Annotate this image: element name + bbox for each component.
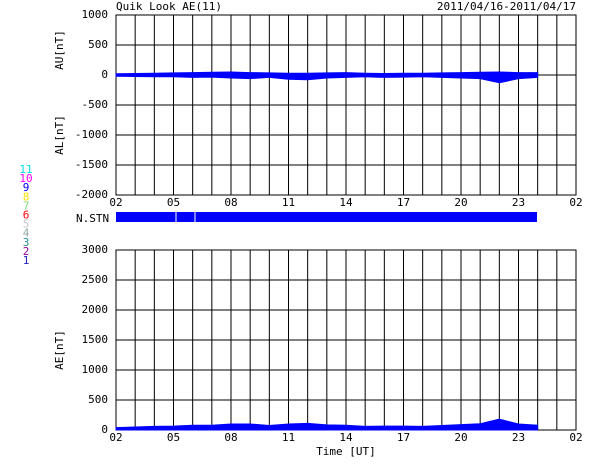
y-tick-label: 500: [88, 38, 108, 51]
x-tick-label: 02: [569, 431, 582, 444]
chart-title: Quik Look AE(11): [116, 0, 222, 13]
y-tick-label: -1500: [75, 158, 108, 171]
x-tick-label: 08: [224, 196, 237, 209]
x-tick-label: 23: [512, 196, 525, 209]
station-legend-label: 10: [19, 172, 32, 185]
x-tick-label: 02: [569, 196, 582, 209]
x-tick-label: 05: [167, 196, 180, 209]
y-tick-label: 1500: [82, 333, 109, 346]
area: [115, 71, 539, 76]
station-legend-label: 9: [23, 181, 30, 194]
x-tick-label: 08: [224, 431, 237, 444]
y-tick-label: 1000: [82, 8, 109, 21]
area: [115, 418, 539, 431]
station-legend-label: 5: [23, 218, 30, 231]
station-legend-label: 7: [23, 199, 30, 212]
x-tick-label: 11: [282, 196, 295, 209]
y-tick-label: 1000: [82, 363, 109, 376]
y-tick-label: -500: [82, 98, 109, 111]
y-tick-label: 2500: [82, 273, 109, 286]
x-tick-label: 14: [339, 196, 353, 209]
station-legend-label: 2: [23, 245, 30, 258]
y-tick-label: 3000: [82, 243, 109, 256]
y-tick-label: 0: [101, 68, 108, 81]
y-tick-label: 2000: [82, 303, 109, 316]
x-tick-label: 17: [397, 196, 410, 209]
station-legend-label: 11: [19, 163, 32, 176]
y-tick-label: -1000: [75, 128, 108, 141]
x-tick-label: 02: [109, 196, 122, 209]
x-label: Time [UT]: [316, 445, 376, 458]
y-tick-label: -2000: [75, 188, 108, 201]
date-range: 2011/04/16-2011/04/17: [437, 0, 576, 13]
x-tick-label: 11: [282, 431, 295, 444]
station-legend-label: 3: [23, 236, 30, 249]
x-tick-label: 23: [512, 431, 525, 444]
x-tick-label: 17: [397, 431, 410, 444]
y-tick-label: 500: [88, 393, 108, 406]
x-tick-label: 02: [109, 431, 122, 444]
plot-frame: [115, 14, 577, 196]
y-label: AL[nT]: [53, 115, 66, 155]
x-tick-label: 05: [167, 431, 180, 444]
x-tick-label: 20: [454, 431, 467, 444]
x-tick-label: 14: [339, 431, 353, 444]
y-tick-label: 0: [101, 423, 108, 436]
station-legend-label: 1: [23, 254, 30, 267]
y-label: AU[nT]: [53, 30, 66, 70]
station-legend-label: 6: [23, 209, 30, 222]
area: [115, 74, 539, 84]
y-label: AE[nT]: [53, 330, 66, 370]
station-legend-label: 4: [23, 227, 30, 240]
x-tick-label: 20: [454, 196, 467, 209]
station-legend-label: 8: [23, 190, 30, 203]
n-stn-label: N.STN: [76, 212, 109, 225]
n-stn-bar: [116, 212, 537, 222]
